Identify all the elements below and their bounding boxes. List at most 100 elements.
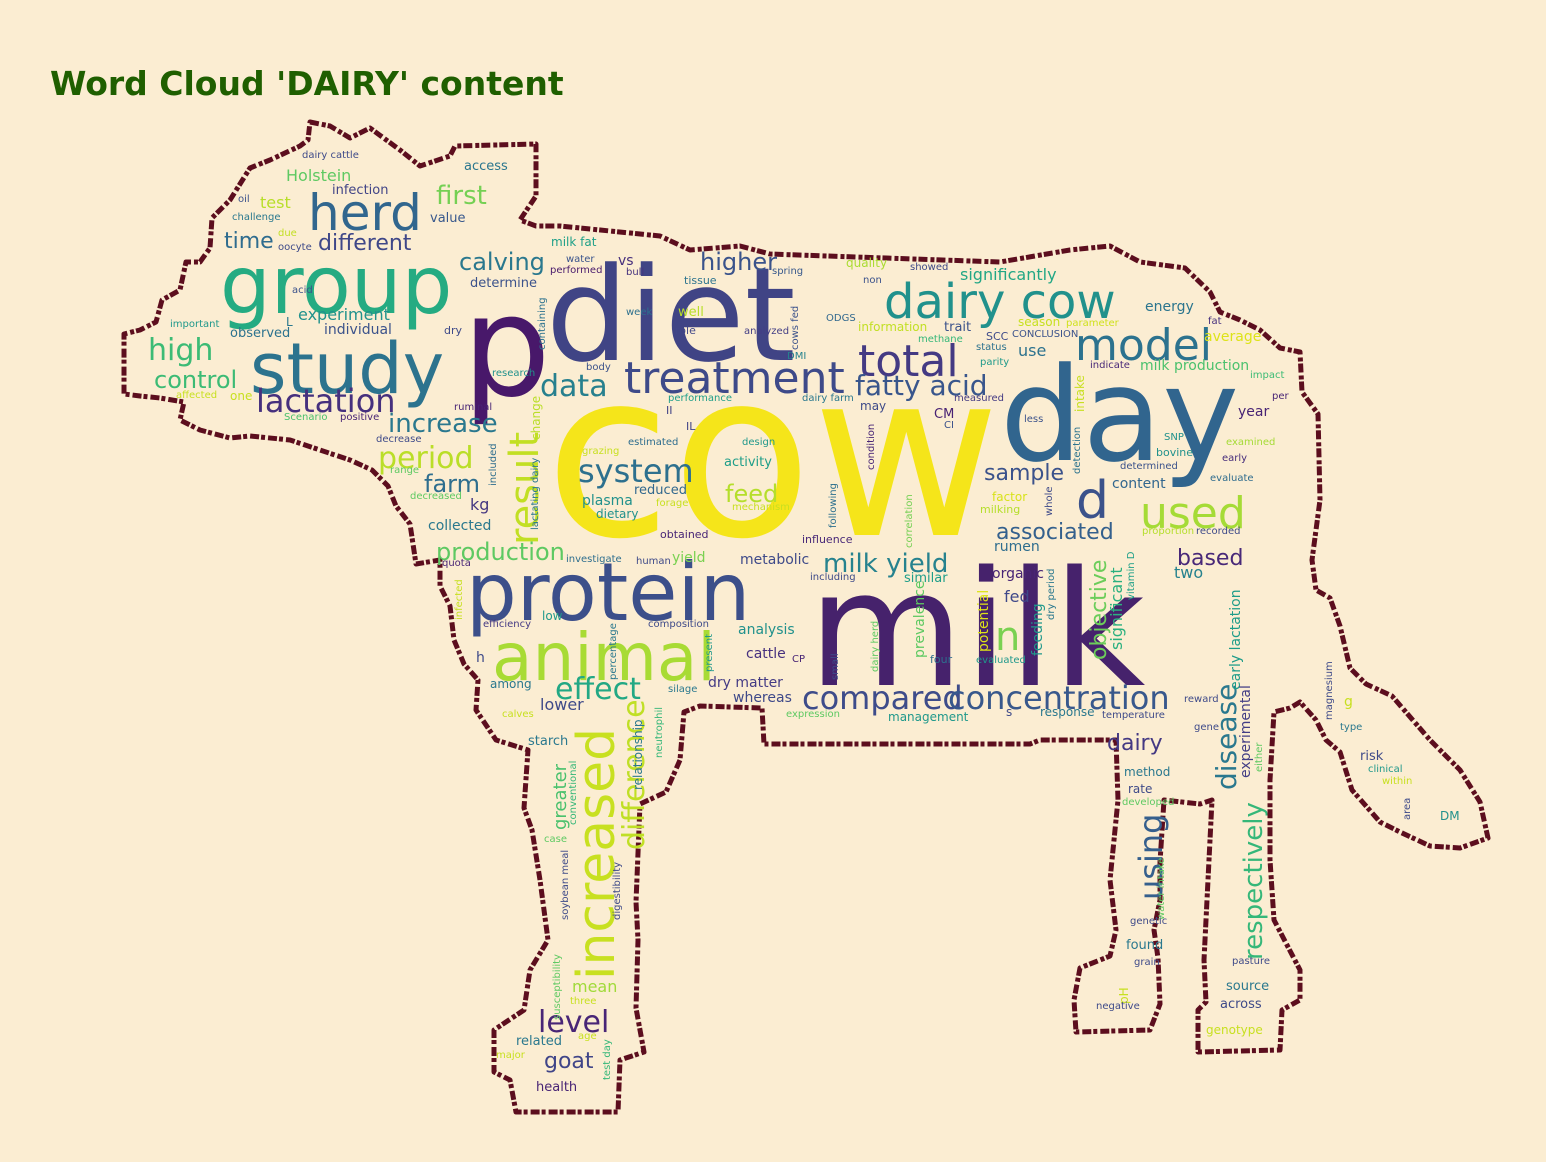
- word-herd: herd: [308, 184, 422, 242]
- word-included: included: [488, 443, 499, 486]
- word-ii: II: [666, 404, 673, 417]
- word-g: g: [1344, 694, 1353, 710]
- word-oocyte: oocyte: [278, 242, 312, 253]
- word-water-intake: water intake: [1156, 858, 1167, 920]
- word-neutrophil: neutrophil: [654, 707, 665, 758]
- word-influence: influence: [802, 533, 853, 546]
- word-system: system: [578, 452, 694, 490]
- word-parameter: parameter: [1066, 318, 1120, 329]
- word-analyzed: analyzed: [744, 326, 789, 337]
- word-method: method: [1124, 765, 1170, 779]
- word-cattle: cattle: [746, 646, 786, 662]
- word-acid: acid: [292, 285, 313, 296]
- word-may: may: [860, 399, 886, 413]
- word-prevalence: prevalence: [912, 581, 928, 659]
- word-objective: objective: [1087, 560, 1112, 660]
- word-feed: feed: [725, 480, 778, 508]
- word-year: year: [1238, 404, 1269, 420]
- word-dairy-herd: dairy herd: [870, 621, 881, 672]
- word-gene: gene: [1194, 722, 1219, 733]
- word-investigate: investigate: [566, 554, 622, 565]
- word-difference: difference: [617, 699, 652, 850]
- word-activity: activity: [724, 455, 772, 470]
- word-two: two: [1174, 563, 1203, 582]
- word-diet: diet: [546, 239, 796, 391]
- word-role: role: [675, 324, 696, 337]
- word-case: case: [544, 834, 567, 845]
- word-performance: performance: [668, 393, 732, 404]
- word-dmi: DMI: [787, 351, 806, 362]
- word-season: season: [1018, 315, 1060, 329]
- word-human: human: [636, 556, 671, 567]
- word-collected: collected: [428, 518, 491, 534]
- word-soybean-meal: soybean meal: [560, 850, 571, 920]
- word-negative: negative: [1096, 1001, 1140, 1012]
- word-il: IL: [686, 420, 696, 433]
- word-dry: dry: [444, 324, 463, 337]
- word-susceptibility: susceptibility: [552, 954, 563, 1020]
- word-type: type: [1340, 722, 1362, 733]
- word-bull: bull: [626, 267, 644, 278]
- word-grain: grain: [1134, 957, 1160, 968]
- word-dairy-cattle: dairy cattle: [302, 150, 359, 161]
- word-composition: composition: [648, 619, 709, 630]
- word-forage: forage: [656, 498, 688, 509]
- word-evaluated: evaluated: [976, 655, 1026, 666]
- word-odgs: ODGS: [826, 313, 856, 324]
- word-challenge: challenge: [232, 212, 281, 223]
- word-average: average: [1204, 329, 1261, 345]
- word-status: status: [976, 342, 1007, 353]
- word-decreased: decreased: [410, 491, 462, 502]
- word-infected: infected: [454, 579, 465, 620]
- word-cow: cow: [545, 323, 1000, 590]
- word-positive: positive: [340, 412, 379, 423]
- word-mean: mean: [572, 977, 617, 996]
- word-tissue: tissue: [684, 274, 717, 287]
- word-content: content: [1112, 476, 1166, 492]
- word-rumen: rumen: [994, 539, 1040, 555]
- word-whereas: whereas: [733, 690, 792, 706]
- word-related: related: [516, 1034, 562, 1049]
- word-condition: condition: [866, 424, 877, 470]
- word-cows-fed: cows fed: [790, 306, 801, 350]
- word-intake: intake: [1073, 375, 1087, 412]
- word-data: data: [540, 369, 608, 404]
- word-dairy-farm: dairy farm: [802, 393, 854, 404]
- word-access: access: [464, 159, 508, 174]
- word-animal: animal: [492, 619, 716, 696]
- word-fatty-acid: fatty acid: [855, 369, 988, 402]
- word-obtained: obtained: [660, 528, 709, 541]
- word-farm: farm: [424, 470, 480, 498]
- word-cm: CM: [934, 407, 954, 422]
- word-energy: energy: [1145, 299, 1194, 315]
- word-infection: infection: [332, 183, 388, 198]
- word-significantly: significantly: [960, 265, 1057, 284]
- word-either: either: [1254, 742, 1265, 772]
- word-level: level: [538, 1005, 609, 1040]
- word-high: high: [148, 333, 213, 368]
- word-yield: yield: [672, 550, 706, 566]
- word-fat: fat: [1208, 316, 1222, 327]
- word-efficiency: efficiency: [483, 619, 531, 630]
- word-associated: associated: [996, 520, 1114, 545]
- word-holstein: Holstein: [286, 166, 351, 185]
- word-feeding: feeding: [1030, 603, 1046, 656]
- word-day: day: [1000, 339, 1239, 491]
- word-factor: factor: [992, 490, 1027, 504]
- word-dry-matter: dry matter: [708, 675, 783, 691]
- word-vs: vs: [618, 253, 634, 269]
- word-milk-production: milk production: [1140, 358, 1249, 374]
- word-three: three: [570, 996, 596, 1007]
- word-reduced: reduced: [634, 483, 687, 498]
- cow-silhouette-outline: [121, 119, 1491, 1115]
- word-management: management: [888, 710, 969, 724]
- word-potential: potential: [976, 590, 992, 652]
- word-information: information: [858, 320, 927, 334]
- word-group: group: [220, 239, 452, 332]
- word-disease: disease: [1210, 684, 1243, 790]
- word-vitamin-d: vitamin D: [1126, 551, 1137, 600]
- word-result: result: [502, 432, 548, 545]
- word-used: used: [1140, 488, 1246, 539]
- word-response: response: [1040, 705, 1095, 719]
